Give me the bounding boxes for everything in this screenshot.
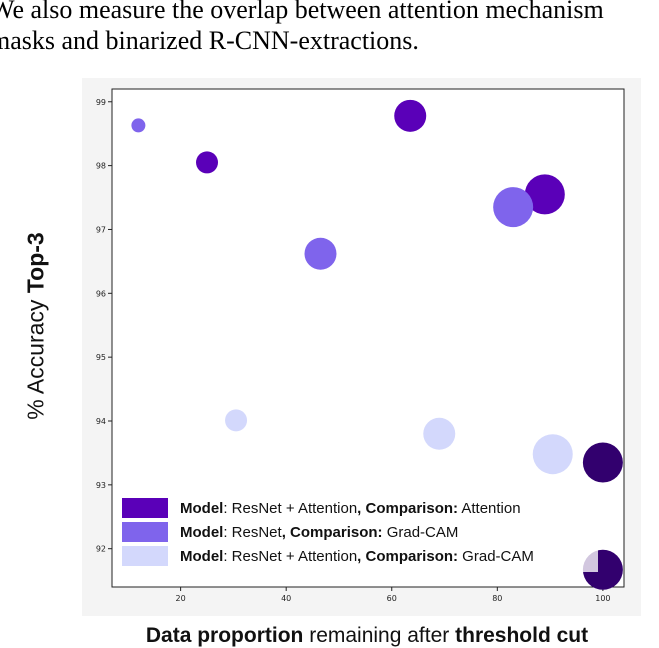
y-tick-label: 97	[96, 225, 106, 234]
y-tick-label: 99	[96, 98, 106, 107]
scatter-point	[423, 417, 456, 450]
legend-1-t2: Attention	[458, 499, 521, 517]
y-tick-label: 96	[96, 289, 106, 298]
legend-3-t2: Grad-CAM	[458, 547, 534, 565]
y-tick-label: 93	[96, 481, 106, 490]
snippet-line-2: masks and binarized R-CNN-extractions.	[0, 26, 419, 55]
legend-text-3: Model: ResNet + Attention, Comparison: G…	[180, 548, 534, 565]
scatter-point	[582, 442, 623, 483]
x-axis-label: Data proportion remaining after threshol…	[146, 624, 588, 648]
legend: Model: ResNet + Attention, Comparison: A…	[116, 492, 598, 572]
legend-item-1: Model: ResNet + Attention, Comparison: A…	[122, 496, 592, 520]
text-snippet: We also measure the overlap between atte…	[0, 0, 659, 56]
legend-1-b1: Model	[180, 499, 224, 517]
legend-swatch-2	[122, 522, 168, 542]
scatter-point	[225, 409, 248, 432]
legend-2-t2: Grad-CAM	[382, 523, 459, 541]
scatter-point	[493, 187, 534, 228]
x-tick-label: 80	[492, 594, 502, 603]
y-tick-label: 95	[96, 353, 106, 362]
legend-text-2: Model: ResNet, Comparison: Grad-CAM	[180, 524, 458, 541]
scatter-point	[131, 118, 146, 133]
scatter-point	[524, 174, 565, 215]
legend-2-b1: Model	[180, 523, 224, 541]
x-axis-label-bold-1: Data proportion	[145, 624, 304, 647]
legend-item-3: Model: ResNet + Attention, Comparison: G…	[122, 544, 592, 568]
x-axis-label-bold-2: threshold cut	[455, 624, 589, 647]
scatter-point	[532, 434, 573, 475]
scatter-point	[196, 151, 219, 174]
y-axis-label-bold: Top-3	[22, 232, 49, 294]
legend-3-t1: : ResNet + Attention	[223, 547, 358, 565]
legend-3-b1: Model	[180, 547, 224, 565]
x-axis-label-text: remaining after	[303, 624, 456, 647]
legend-3-b2: , Comparison:	[357, 547, 459, 565]
legend-swatch-1	[122, 498, 168, 518]
legend-text-1: Model: ResNet + Attention, Comparison: A…	[180, 500, 521, 517]
scatter-point	[394, 99, 427, 132]
legend-swatch-3	[122, 546, 168, 566]
snippet-line-1: We also measure the overlap between atte…	[0, 0, 604, 24]
legend-item-2: Model: ResNet, Comparison: Grad-CAM	[122, 520, 592, 544]
y-tick-label: 94	[96, 417, 106, 426]
legend-2-t1: : ResNet	[223, 523, 282, 541]
x-tick-label: 20	[176, 594, 186, 603]
y-tick-label: 98	[96, 162, 106, 171]
x-tick-label: 60	[387, 594, 397, 603]
legend-1-t1: : ResNet + Attention	[223, 499, 358, 517]
x-tick-label: 100	[595, 594, 610, 603]
scatter-point	[304, 237, 337, 270]
y-tick-label: 92	[96, 545, 106, 554]
legend-1-b2: , Comparison:	[357, 499, 459, 517]
y-axis-label-text: % Accuracy	[22, 293, 49, 420]
x-tick-label: 40	[281, 594, 291, 603]
legend-2-b2: , Comparison:	[281, 523, 383, 541]
y-axis-label: % Accuracy Top-3	[23, 232, 50, 419]
